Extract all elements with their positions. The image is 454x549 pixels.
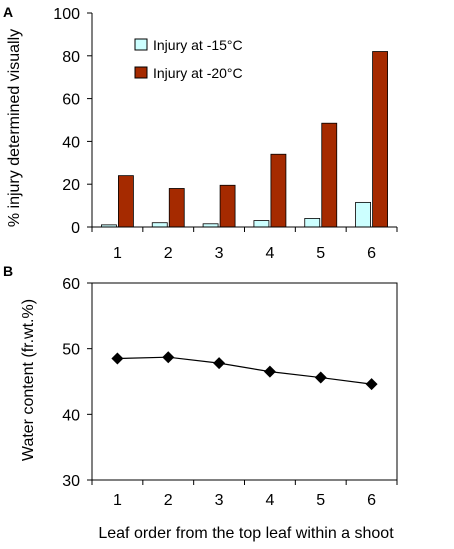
panel-b-x-tick-label: 6 [367,492,376,509]
panel-b-series-line [117,356,372,385]
panel-a-y-ticks: 0 20 40 60 80 100 [53,6,92,237]
panel-a-y-tick-label: 80 [62,49,80,66]
legend-label-injury-20: Injury at -20°C [153,65,243,81]
panel-b-y-tick-label: 60 [62,276,80,293]
panel-b-x-tick-label: 4 [265,492,274,509]
legend-label-injury-15: Injury at -15°C [153,37,243,53]
panel-b-x-ticks: 1 2 3 4 5 6 [91,480,398,509]
panel-b-x-tick-label: 1 [113,492,122,509]
panel-b-y-tick-label: 30 [62,473,80,490]
panel-b-ylabel: Water content (fr.wt.%) [20,299,37,461]
panel-b-point-2 [162,351,175,364]
panel-b-point-5 [314,371,327,384]
panel-a-x-ticks: 1 2 3 4 5 6 [91,227,398,262]
panel-b-x-tick-label: 5 [316,492,325,509]
panel-a-y-tick-label: 60 [62,92,80,109]
panel-a-letter: A [3,4,13,20]
panel-b-y-ticks: 30 40 50 60 [62,276,92,490]
bar-injury-20-1 [118,175,134,228]
panel-b: B Water content (fr.wt.%) 30 40 50 60 1 2 3 4 5… [3,263,398,542]
panel-a-x-tick-label: 5 [316,245,325,262]
bar-injury-15-5 [304,218,321,228]
bar-injury-15-6 [355,201,371,228]
panel-b-y-tick-label: 50 [62,342,80,359]
bar-injury-20-3 [219,184,236,228]
panel-b-letter: B [3,263,13,279]
panel-a-x-tick-label: 2 [164,245,173,262]
panel-b-x-tick-label: 2 [164,492,173,509]
panel-a-legend: Injury at -15°C Injury at -20°C [134,37,243,81]
panel-b-points [111,351,378,391]
panel-a-y-tick-label: 20 [62,177,80,194]
panel-a-y-tick-label: 40 [62,134,80,151]
bar-injury-20-2 [168,188,185,228]
panel-a-x-tick-label: 6 [367,245,376,262]
panel-a: A % injury determined visually 0 20 40 60 80… [3,4,398,262]
bar-injury-20-4 [270,153,287,228]
bar-injury-15-4 [253,220,270,228]
panel-a-bars [101,51,388,228]
panel-a-x-tick-label: 3 [215,245,224,262]
panel-b-x-tick-label: 3 [215,492,224,509]
legend-swatch-injury-20 [134,66,148,79]
panel-b-xlabel: Leaf order from the top leaf within a sh… [98,525,394,542]
panel-b-point-1 [111,352,124,365]
panel-a-y-tick-label: 100 [53,6,80,23]
panel-a-y-tick-label: 0 [71,220,80,237]
legend-swatch-injury-15 [134,38,148,51]
panel-a-ylabel: % injury determined visually [6,29,23,227]
panel-b-point-3 [213,357,226,370]
panel-b-point-6 [365,378,378,391]
panel-b-point-4 [263,365,276,378]
bar-injury-20-6 [372,51,388,228]
panel-a-x-tick-label: 4 [265,245,274,262]
panel-a-x-tick-label: 1 [113,245,122,262]
bar-injury-15-2 [151,222,168,228]
panel-b-y-tick-label: 40 [62,407,80,424]
bar-injury-20-5 [321,122,338,228]
